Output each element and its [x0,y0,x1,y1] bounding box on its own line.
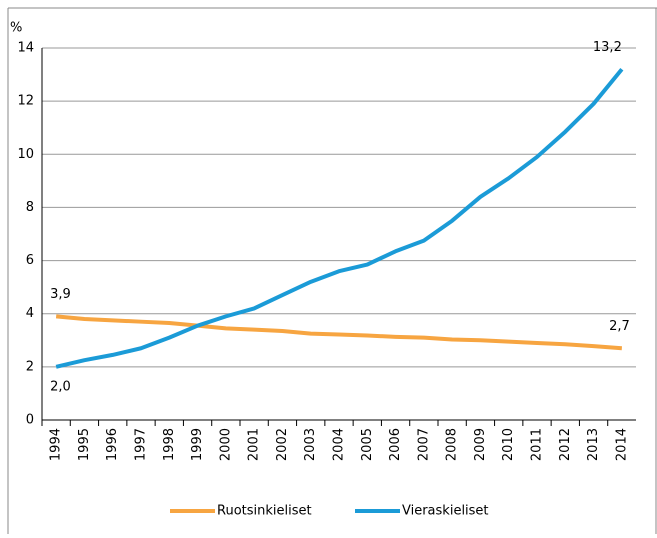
y-tick-label: 8 [26,200,34,215]
x-tick-label: 1996 [105,428,120,461]
data-label: 3,9 [50,287,71,302]
x-tick-label: 1998 [162,428,177,461]
y-tick-label: 4 [26,306,34,321]
data-label: 13,2 [593,40,622,55]
y-tick-label: 0 [26,413,34,428]
y-tick-label: 12 [17,94,34,109]
x-tick-label: 2004 [332,428,347,461]
x-tick-label: 2002 [275,428,290,461]
y-tick-label: 6 [26,253,34,268]
data-label: 2,0 [50,379,71,394]
series-line [55,67,624,369]
x-tick-label: 2006 [388,428,403,461]
x-tick-label: 2007 [416,428,431,461]
y-tick-label: 14 [17,41,34,56]
x-tick-label: 2011 [530,428,545,461]
x-tick-label: 2001 [247,428,262,461]
x-tick-label: 2000 [218,428,233,461]
x-tick-label: 1999 [190,428,205,461]
x-tick-label: 2005 [360,428,375,461]
x-tick-label: 2003 [303,428,318,461]
series-line [55,314,623,351]
x-tick-label: 1994 [49,428,64,461]
x-tick-label: 2013 [586,428,601,461]
y-unit: % [10,21,22,36]
legend-label: Vieraskieliset [402,504,489,519]
legend-label: Ruotsinkieliset [217,504,312,519]
x-tick-label: 2014 [614,428,629,461]
x-tick-label: 2010 [501,428,516,461]
y-tick-label: 10 [17,147,34,162]
x-tick-label: 1995 [77,428,92,461]
x-tick-label: 1997 [134,428,149,461]
x-tick-label: 2008 [445,428,460,461]
x-tick-label: 2012 [558,428,573,461]
x-tick-label: 2009 [473,428,488,461]
data-label: 2,7 [609,319,630,334]
y-tick-label: 2 [26,359,34,374]
